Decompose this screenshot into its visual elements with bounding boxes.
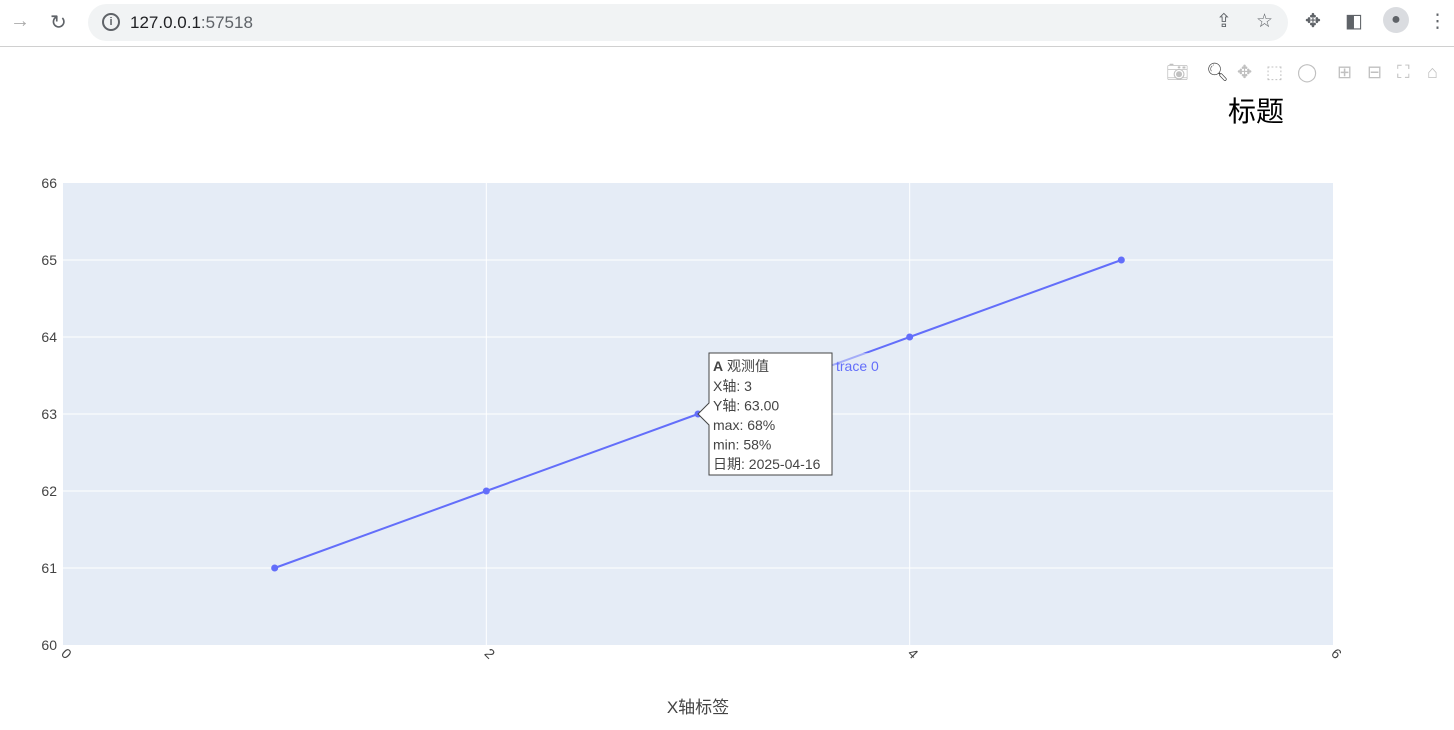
autoscale-icon[interactable]: ⛶ <box>1397 62 1410 82</box>
tooltip-line: X轴: 3 <box>713 378 752 394</box>
tooltip-line: Y轴: 63.00 <box>713 398 779 414</box>
data-point[interactable] <box>1117 256 1125 264</box>
zoom-out-icon[interactable]: ⊟ <box>1367 62 1383 82</box>
home-icon[interactable]: ⌂ <box>1427 62 1438 82</box>
y-tick-label: 60 <box>41 637 57 653</box>
y-tick-label: 66 <box>41 175 57 191</box>
url-host: 127.0.0.1 <box>130 13 201 32</box>
y-tick-label: 65 <box>41 252 57 268</box>
x-tick-label: 6 <box>1328 645 1345 662</box>
zoom-in-icon[interactable]: ⊞ <box>1337 62 1353 82</box>
reload-icon[interactable]: ↻ <box>50 12 67 34</box>
share-icon[interactable]: ⇪ <box>1216 11 1232 32</box>
trace-label-bg <box>832 353 888 413</box>
chart-title: 标题 <box>1228 96 1284 127</box>
tooltip-line: max: 68% <box>713 417 775 433</box>
y-tick-label: 61 <box>41 560 57 576</box>
tooltip-line: 日期: 2025-04-16 <box>713 456 821 472</box>
box-select-icon[interactable]: ⬚ <box>1266 62 1284 82</box>
trace-label: trace 0 <box>836 358 879 374</box>
url-port: :57518 <box>200 13 253 32</box>
y-tick-label: 64 <box>41 329 57 345</box>
y-tick-label: 62 <box>41 483 57 499</box>
x-tick-label: 2 <box>481 645 498 662</box>
tooltip-box <box>697 352 833 476</box>
camera-icon[interactable]: 📷︎ <box>1166 62 1189 82</box>
zoom-icon[interactable]: 🔍︎ <box>1206 62 1229 82</box>
extensions-icon[interactable]: ✥ <box>1305 11 1321 32</box>
forward-icon[interactable]: → <box>10 10 30 32</box>
star-icon[interactable]: ☆ <box>1256 11 1274 32</box>
info-icon[interactable]: i <box>102 13 120 31</box>
hover-tooltip: trace 0 A 观测值 X轴: 3 Y轴: 63.00 max: 68% min:… <box>697 352 888 476</box>
menu-icon[interactable]: ⋮ <box>1428 11 1447 32</box>
data-point[interactable] <box>906 333 914 341</box>
x-tick-label: 4 <box>905 645 922 662</box>
browser-toolbar: → ↻ i 127.0.0.1:57518 ⇪ ☆ ✥ ◧ ● ⋮ <box>0 0 1454 47</box>
avatar[interactable]: ● <box>1383 7 1409 33</box>
pan-icon[interactable]: ✥ <box>1237 62 1253 82</box>
y-tick-label: 63 <box>41 406 57 422</box>
side-panel-icon[interactable]: ◧ <box>1345 11 1363 32</box>
tooltip-line: min: 58% <box>713 437 771 453</box>
x-tick-label: 0 <box>58 645 75 662</box>
lasso-icon[interactable]: ◯ <box>1297 62 1318 82</box>
address-bar[interactable]: i 127.0.0.1:57518 ⇪ ☆ <box>88 4 1288 41</box>
data-point[interactable] <box>482 487 490 495</box>
x-axis-label: X轴标签 <box>667 698 729 717</box>
tooltip-header: A 观测值 <box>713 358 769 374</box>
data-point[interactable] <box>271 564 279 572</box>
